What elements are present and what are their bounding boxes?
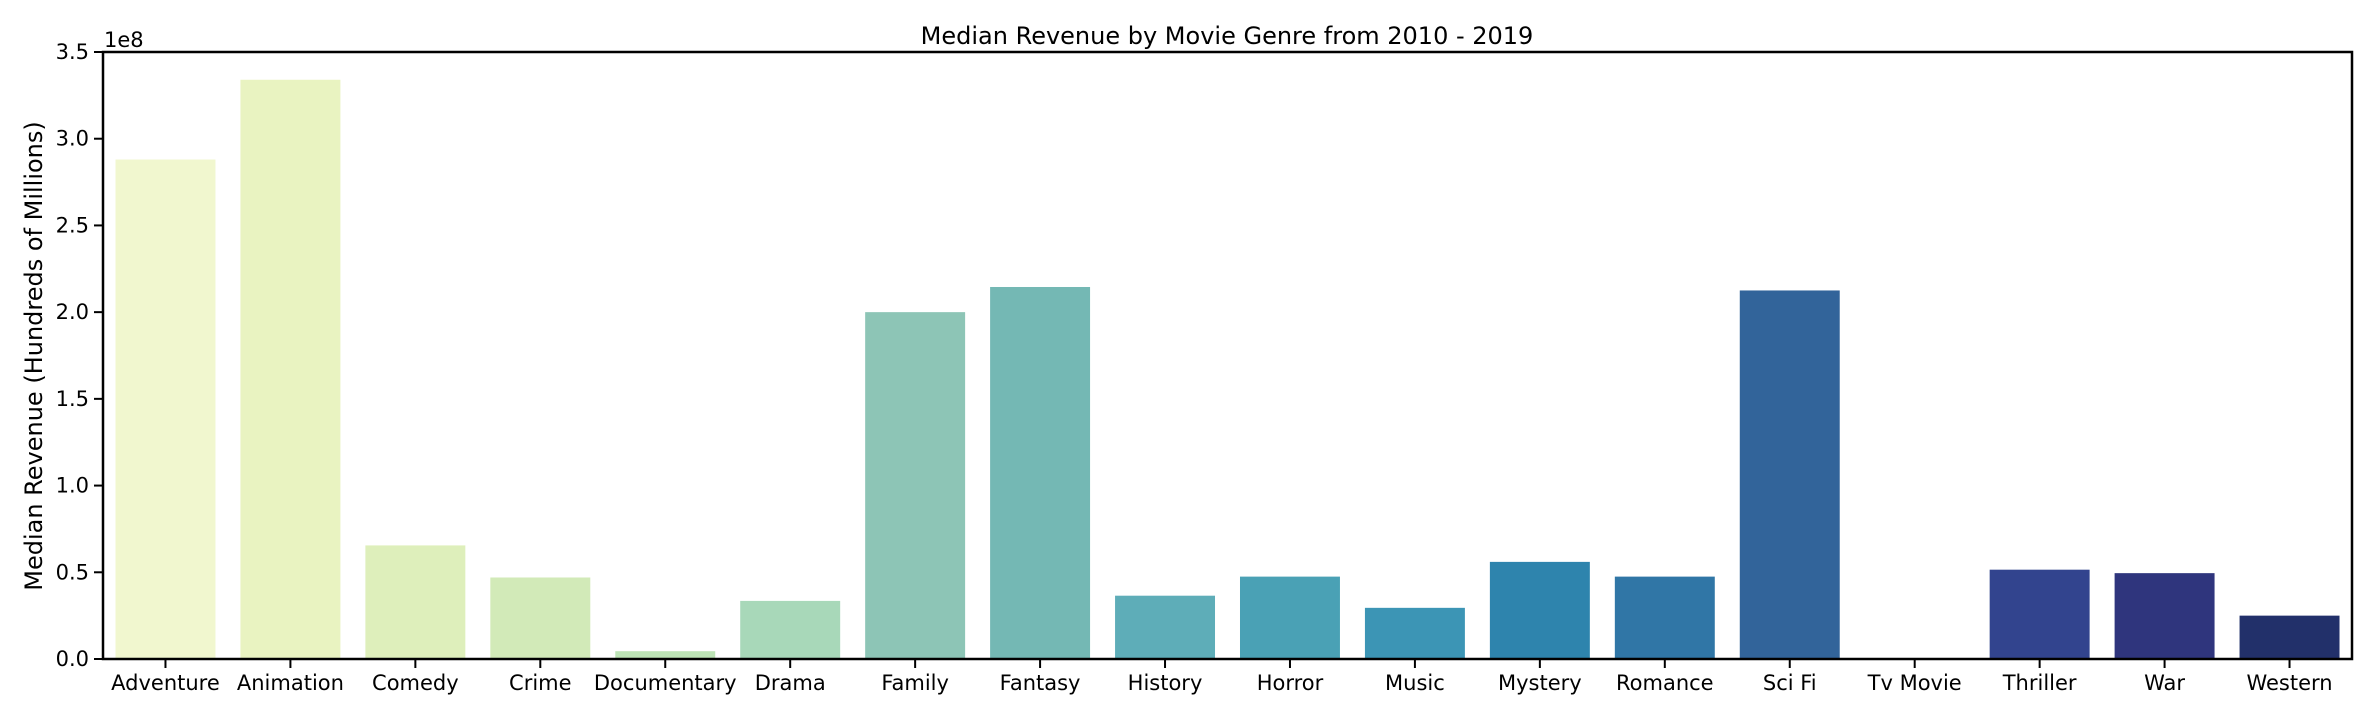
bar-war bbox=[2114, 573, 2215, 659]
x-tick-label: Romance bbox=[1616, 671, 1714, 695]
x-tick-label: Animation bbox=[237, 671, 344, 695]
x-tick-label: Adventure bbox=[111, 671, 220, 695]
bar-mystery bbox=[1489, 561, 1590, 659]
y-tick-label: 3.5 bbox=[56, 40, 89, 64]
bar-horror bbox=[1239, 576, 1340, 659]
bar-documentary bbox=[615, 651, 716, 659]
x-tick-label: Horror bbox=[1257, 671, 1324, 695]
plot-frame bbox=[101, 50, 2354, 661]
x-tick-label: Music bbox=[1385, 671, 1445, 695]
bar-romance bbox=[1614, 576, 1715, 659]
x-tick-label: Documentary bbox=[594, 671, 737, 695]
y-tick-label: 0.5 bbox=[56, 560, 89, 584]
bar-crime bbox=[490, 577, 591, 659]
bar-western bbox=[2239, 615, 2340, 659]
x-tick-label: Western bbox=[2246, 671, 2332, 695]
x-tick-label: Sci Fi bbox=[1763, 671, 1817, 695]
x-tick-label: Fantasy bbox=[1000, 671, 1081, 695]
y-axis: 0.0 0.5 1.0 1.5 2.0 2.5 3.0 3.5 bbox=[56, 40, 103, 671]
x-tick-label: History bbox=[1128, 671, 1203, 695]
bar-thriller bbox=[1989, 569, 2090, 659]
x-tick-label: War bbox=[2144, 671, 2185, 695]
bar-history bbox=[1115, 595, 1216, 659]
chart-title: Median Revenue by Movie Genre from 2010 … bbox=[921, 22, 1534, 50]
bar-adventure bbox=[115, 159, 216, 660]
y-tick-label: 1.5 bbox=[56, 387, 89, 411]
x-tick-label: Family bbox=[881, 671, 949, 695]
bar-fantasy bbox=[990, 286, 1091, 659]
y-tick-label: 3.0 bbox=[56, 127, 89, 151]
x-tick-label: Mystery bbox=[1498, 671, 1582, 695]
y-axis-label: Median Revenue (Hundreds of Millions) bbox=[20, 121, 48, 591]
bar-sci-fi bbox=[1739, 290, 1840, 659]
bar-comedy bbox=[365, 545, 466, 659]
bar-animation bbox=[240, 79, 341, 659]
x-tick-label: Crime bbox=[509, 671, 572, 695]
x-tick-label: Tv Movie bbox=[1867, 671, 1962, 695]
x-tick-label: Drama bbox=[755, 671, 826, 695]
x-tick-label: Thriller bbox=[2002, 671, 2077, 695]
bar-music bbox=[1364, 607, 1465, 659]
x-axis: Adventure Animation Comedy Crime Documentary… bbox=[111, 659, 2333, 695]
bar-family bbox=[865, 312, 966, 659]
y-offset-label: 1e8 bbox=[104, 28, 144, 52]
y-tick-label: 0.0 bbox=[56, 647, 89, 671]
x-tick-label: Comedy bbox=[372, 671, 459, 695]
y-tick-label: 2.5 bbox=[56, 213, 89, 237]
y-tick-label: 2.0 bbox=[56, 300, 89, 324]
bars-group bbox=[115, 79, 2340, 660]
bar-drama bbox=[740, 600, 841, 659]
y-tick-label: 1.0 bbox=[56, 474, 89, 498]
